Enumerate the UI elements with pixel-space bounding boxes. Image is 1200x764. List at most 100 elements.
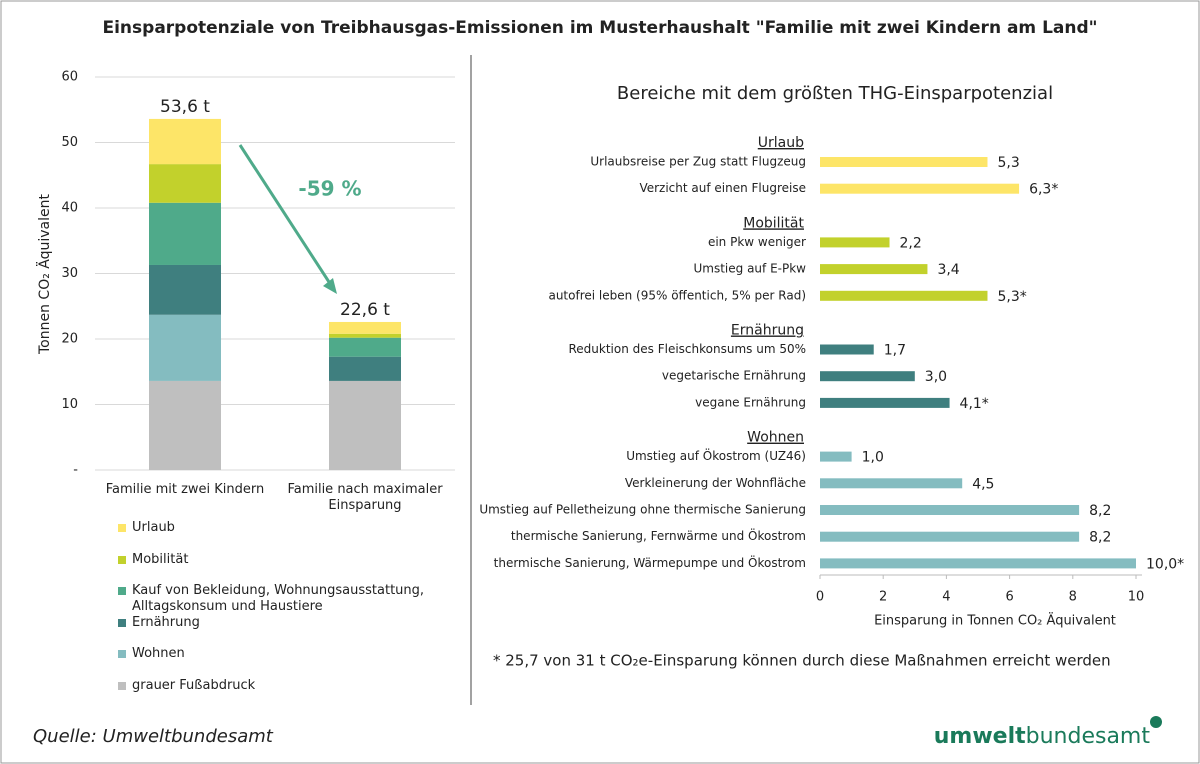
category-label: thermische Sanierung, Wärmepumpe und Öko… <box>494 554 806 570</box>
y-tick-label: 20 <box>61 332 78 347</box>
value-label: 3,0 <box>925 369 947 385</box>
x-tick-label: 0 <box>816 590 824 605</box>
y-tick-label: 10 <box>61 397 78 412</box>
x-tick-label: 6 <box>1005 590 1013 605</box>
bar-segment <box>149 380 221 470</box>
bar <box>820 397 950 408</box>
category-label: autofrei leben (95% öffentich, 5% per Ra… <box>548 288 806 302</box>
value-label: 10,0* <box>1146 556 1184 572</box>
legend-label: Ernährung <box>132 614 200 630</box>
group-label: Ernährung <box>731 323 804 339</box>
x-axis-title: Einsparung in Tonnen CO₂ Äquivalent <box>874 613 1116 629</box>
bar-segment <box>329 321 401 334</box>
legend-swatch <box>118 682 126 690</box>
bar <box>820 478 963 489</box>
chart-title: Bereiche mit dem größten THG-Einsparpote… <box>617 83 1053 104</box>
value-label: 4,5 <box>972 476 994 492</box>
legend-item: Wohnen <box>118 646 432 662</box>
x-tick-label: 2 <box>879 590 887 605</box>
y-tick-label: - <box>73 463 78 478</box>
logo-icon <box>1150 716 1162 728</box>
category-label: Urlaubsreise per Zug statt Flugzeug <box>590 155 806 169</box>
legend-swatch <box>118 524 126 532</box>
category-label: Reduktion des Fleischkonsums um 50% <box>569 342 807 356</box>
logo-bold: umwelt <box>934 724 1026 749</box>
y-tick-label: 50 <box>61 135 78 150</box>
value-label: 2,2 <box>900 235 922 251</box>
legend-swatch <box>118 555 126 564</box>
total-label: 53,6 t <box>160 97 210 117</box>
annotation: -59 % <box>298 177 361 201</box>
bar <box>820 183 1020 194</box>
x-tick-label: 8 <box>1069 590 1077 605</box>
y-tick-label: 60 <box>61 70 78 85</box>
bar <box>820 290 988 301</box>
bar-segment <box>329 356 401 381</box>
category-label: Verkleinerung der Wohnfläche <box>625 476 806 490</box>
total-label: 22,6 t <box>340 300 390 320</box>
y-tick-label: 40 <box>61 201 78 216</box>
x-tick-label: 10 <box>1128 590 1145 605</box>
category-label: thermische Sanierung, Fernwärme und Ökos… <box>511 527 806 543</box>
category-label: Umstieg auf E-Pkw <box>694 262 807 276</box>
bar <box>820 531 1080 542</box>
legend-item: grauer Fußabdruck <box>118 678 432 694</box>
legend-item: Urlaub <box>118 520 432 536</box>
value-label: 5,3 <box>997 155 1019 171</box>
footnote: * 25,7 von 31 t CO₂e-Einsparung können d… <box>493 652 1111 670</box>
legend-label: Urlaub <box>132 520 175 535</box>
group-label: Wohnen <box>747 430 804 446</box>
x-tick-label: Familie mit zwei Kindern <box>105 482 265 497</box>
bar-segment <box>149 202 221 265</box>
value-label: 8,2 <box>1089 530 1111 546</box>
y-tick-label: 30 <box>61 266 78 281</box>
category-label: Umstieg auf Pelletheizung ohne thermisch… <box>479 503 806 517</box>
source: Quelle: Umweltbundesamt <box>33 726 274 747</box>
value-label: 1,0 <box>862 450 884 466</box>
category-label: Umstieg auf Ökostrom (UZ46) <box>626 447 806 463</box>
arrow <box>238 144 331 283</box>
x-tick-label: 4 <box>942 590 950 605</box>
arrow-head <box>323 278 337 294</box>
bar <box>820 558 1136 569</box>
legend-label: Kauf von Bekleidung, Wohnungsausstattung… <box>132 583 425 615</box>
bar <box>820 157 988 167</box>
legend-swatch <box>118 587 126 596</box>
category-label: Verzicht auf einen Flugreise <box>639 181 806 195</box>
x-tick-label: Familie nach maximaler Einsparung <box>287 482 443 513</box>
value-label: 6,3* <box>1029 182 1058 198</box>
group-label: Urlaub <box>758 135 804 151</box>
group-label: Mobilität <box>743 215 804 231</box>
legend-swatch <box>118 650 126 659</box>
bar <box>820 505 1080 515</box>
category-label: vegetarische Ernährung <box>662 369 806 383</box>
value-label: 1,7 <box>884 343 906 359</box>
bar-segment <box>149 164 221 203</box>
bar <box>820 451 852 462</box>
bar <box>820 264 928 275</box>
page-title: Einsparpotenziale von Treibhausgas-Emiss… <box>102 18 1097 38</box>
value-label: 3,4 <box>937 262 959 278</box>
legend-swatch <box>118 618 126 627</box>
bar <box>820 344 874 355</box>
bar <box>820 371 915 382</box>
logo: umweltbundesamt <box>934 724 1151 749</box>
legend-item: Ernährung <box>118 615 432 631</box>
legend-label: grauer Fußabdruck <box>132 678 256 693</box>
category-label: ein Pkw weniger <box>708 235 806 249</box>
legend-item: Mobilität <box>118 552 432 568</box>
legend-item: Kauf von Bekleidung, Wohnungsausstattung… <box>118 583 432 615</box>
bar-segment <box>149 264 221 315</box>
legend-label: Mobilität <box>132 551 189 567</box>
value-label: 5,3* <box>997 289 1026 305</box>
legend-label: Wohnen <box>132 646 185 662</box>
bar <box>820 237 890 248</box>
value-label: 4,1* <box>960 396 989 412</box>
logo-rest: bundesamt <box>1026 724 1151 749</box>
bar-segment <box>329 337 401 357</box>
value-label: 8,2 <box>1089 503 1111 519</box>
bar-segment <box>329 333 401 338</box>
